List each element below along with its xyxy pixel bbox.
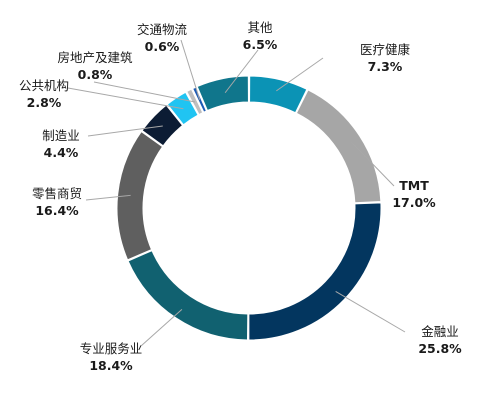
leader-line-7	[67, 87, 184, 110]
leader-line-10	[224, 49, 259, 94]
slice-label-2: TMT	[399, 178, 429, 193]
leader-line-1	[276, 57, 324, 92]
slice-value-9: 0.6%	[145, 39, 180, 54]
slice-label-5: 零售商贸	[32, 186, 82, 201]
slice-value-1: 7.3%	[368, 59, 403, 74]
slice-label-6: 制造业	[42, 128, 80, 143]
leader-line-3	[335, 291, 406, 333]
labels-layer: 医疗健康 7.3% TMT 17.0% 金融业 25.8% 专业服务业 18.4% 零售商贸 16…	[19, 20, 462, 373]
slice-value-3: 25.8%	[418, 341, 462, 356]
slice-value-10: 6.5%	[243, 37, 278, 52]
donut-slice-5	[116, 130, 164, 261]
donut-slice-6	[141, 104, 184, 147]
slice-label-9: 交通物流	[137, 22, 188, 37]
leader-line-8	[93, 81, 196, 103]
leader-line-4	[140, 309, 183, 347]
donut-slice-3	[248, 202, 382, 341]
slice-label-4: 专业服务业	[80, 341, 143, 356]
donut-slice-2	[295, 89, 382, 204]
slice-label-10: 其他	[247, 20, 273, 35]
slice-value-4: 18.4%	[89, 358, 133, 373]
slice-label-3: 金融业	[421, 324, 459, 339]
slices-layer	[116, 75, 382, 341]
donut-slice-1	[249, 75, 308, 114]
slice-label-1: 医疗健康	[360, 42, 411, 57]
leader-line-9	[180, 39, 201, 100]
leader-line-5	[85, 194, 131, 201]
leader-line-2	[350, 141, 395, 187]
slice-value-7: 2.8%	[27, 95, 62, 110]
slice-label-8: 房地产及建筑	[57, 50, 133, 65]
slice-value-8: 0.8%	[78, 67, 113, 82]
slice-value-2: 17.0%	[392, 195, 436, 210]
donut-slice-4	[127, 249, 249, 341]
leader-lines-layer	[67, 39, 406, 347]
slice-label-7: 公共机构	[19, 78, 69, 93]
slice-value-6: 4.4%	[44, 145, 79, 160]
slice-value-5: 16.4%	[35, 203, 79, 218]
donut-slice-10	[196, 75, 249, 112]
leader-line-6	[87, 125, 163, 137]
